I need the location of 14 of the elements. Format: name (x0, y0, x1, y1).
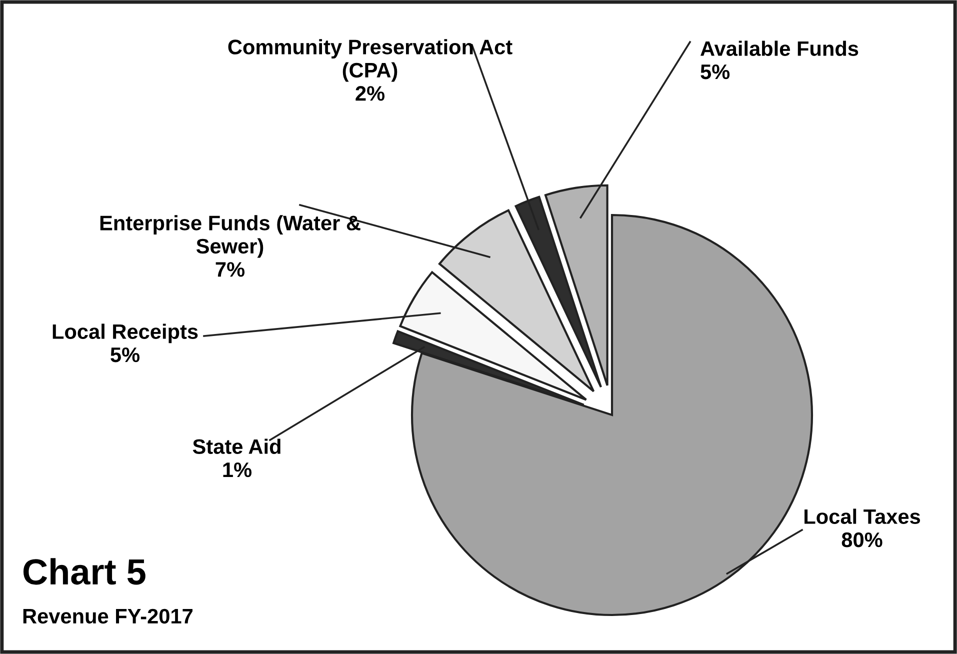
data-label: 1% (223, 462, 252, 478)
data-label: 2% (356, 86, 385, 101)
slice-label: Community Preservation Act (CPA) (228, 39, 512, 82)
data-label: 7% (216, 262, 245, 277)
slice-label: State Aid (192, 438, 280, 454)
text: Chart 5 (23, 558, 146, 585)
slice-label: Local Receipts (52, 324, 198, 344)
text: Revenue FY-2017 (23, 608, 192, 624)
slice-label: Enterprise Funds (Water & Sewer) (100, 215, 360, 258)
data-label: 5% (700, 64, 730, 80)
data-label: 5% (110, 347, 140, 362)
slice-label: Local Taxes (804, 508, 920, 524)
data-label: 80% (842, 532, 882, 548)
slice-label: Available Funds (700, 40, 858, 56)
